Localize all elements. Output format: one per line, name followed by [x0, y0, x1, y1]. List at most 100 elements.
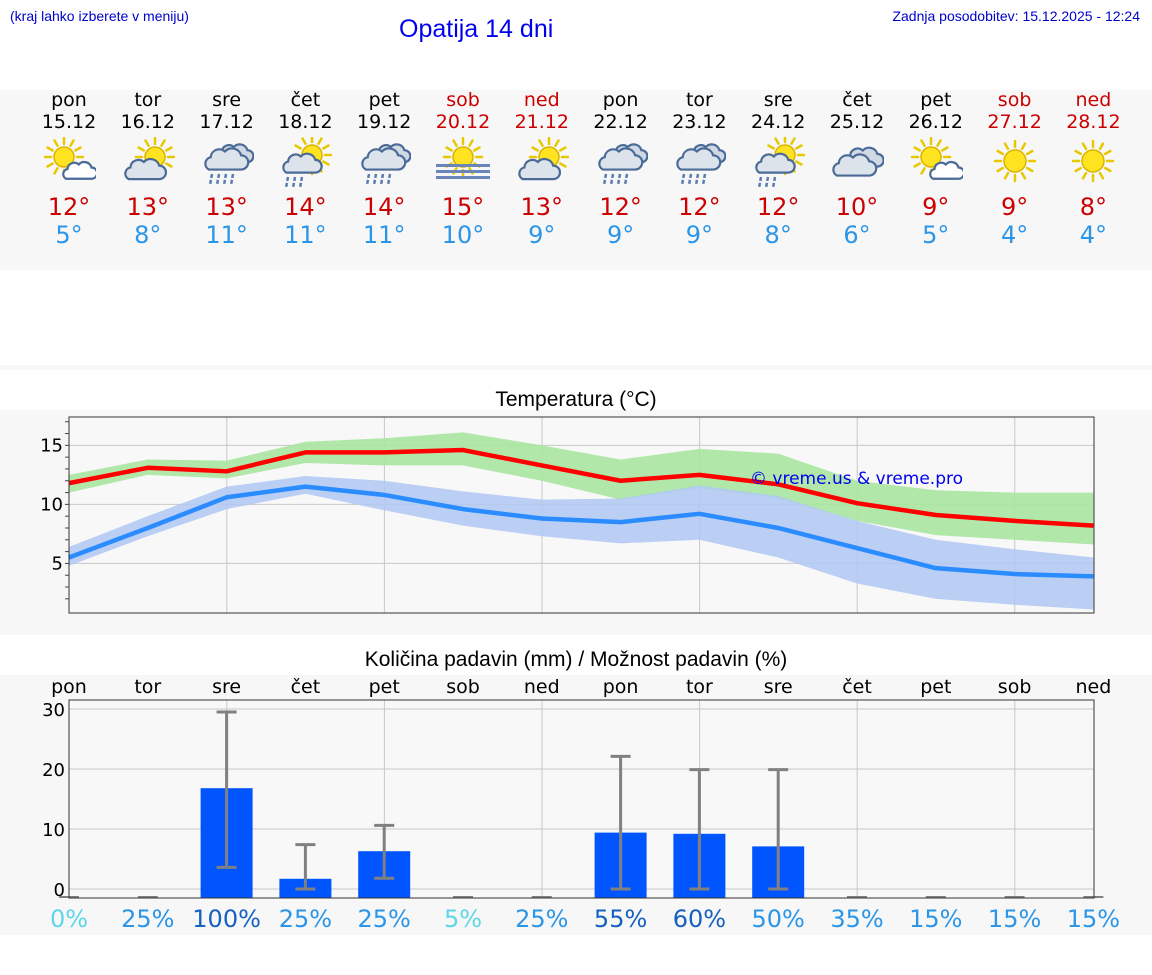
sun-cloud-icon: [43, 137, 96, 180]
precip-chance-label: 25%: [121, 905, 174, 933]
day-column: pet 26.12 9° 5°: [896, 89, 976, 249]
day-date: 26.12: [908, 111, 963, 133]
day-name: ned: [1075, 89, 1112, 111]
precip-chance-label: 25%: [358, 905, 411, 933]
precipitation-chart-title: Količina padavin (mm) / Možnost padavin …: [364, 648, 788, 671]
precip-chance-label: 25%: [279, 905, 332, 933]
precipitation-plot-border: [68, 699, 1095, 899]
precip-chance-label: 50%: [752, 905, 805, 933]
cloud-rain-icon: [676, 143, 727, 186]
y-tick-label: 0: [54, 880, 65, 901]
temp-max: 12°: [756, 193, 800, 221]
day-column: ned 21.12 13° 9°: [502, 89, 582, 249]
day-name: čet: [290, 89, 321, 111]
x-tick-label: pet: [920, 676, 951, 698]
precip-chance-label: 55%: [594, 905, 647, 933]
temp-max: 13°: [205, 193, 248, 221]
cloud-sun-icon: [124, 137, 175, 181]
temperature-plot-border: [68, 416, 1095, 614]
temp-min: 4°: [1000, 221, 1029, 249]
watermark: © vreme.us & vreme.pro: [750, 469, 963, 489]
y-tick-label: 30: [42, 700, 65, 721]
day-date: 21.12: [514, 111, 569, 133]
day-date: 24.12: [750, 111, 806, 133]
temp-max: 9°: [1000, 193, 1029, 221]
last-update: Zadnja posodobitev: 15.12.2025 - 12:24: [892, 8, 1140, 24]
min-temp-line: [68, 484, 1094, 579]
day-column: pon 22.12 12° 9°: [581, 89, 661, 249]
x-tick-label: čet: [291, 676, 321, 698]
day-date: 16.12: [120, 111, 175, 133]
precip-chance-label: 100%: [192, 905, 261, 933]
page-title: Opatija 14 dni: [399, 15, 554, 43]
day-name: pet: [368, 89, 400, 111]
y-tick-label: 10: [42, 820, 65, 841]
temp-min: 5°: [55, 221, 83, 249]
precip-chance-label: 15%: [1067, 905, 1120, 933]
temp-max: 9°: [922, 193, 950, 221]
day-date: 23.12: [672, 111, 727, 133]
x-tick-label: tor: [134, 676, 161, 698]
x-tick-label: čet: [842, 676, 872, 698]
day-name: sre: [212, 89, 242, 111]
max-temp-range-band: [69, 432, 1094, 545]
y-tick-label: 15: [40, 435, 63, 456]
day-column: pet 19.12 14° 11°: [344, 89, 424, 249]
divider: [0, 365, 1152, 370]
day-date: 27.12: [987, 111, 1042, 133]
x-tick-label: pon: [51, 676, 87, 698]
forecast-strip: [0, 90, 1152, 270]
temp-min: 5°: [922, 221, 950, 249]
sun-cloud-icon: [910, 137, 963, 180]
cloud-sun-icon: [518, 137, 569, 181]
precip-chance-label: 5%: [444, 905, 482, 933]
day-date: 19.12: [356, 111, 412, 133]
temperature-chart-title: Temperatura (°C): [495, 388, 657, 411]
sun-icon: [993, 139, 1036, 183]
day-date: 22.12: [593, 111, 648, 133]
cloud-rain-icon: [203, 143, 254, 186]
min-temp-range-band: [69, 476, 1094, 610]
x-tick-label: sob: [446, 676, 480, 698]
sun-fog-icon: [436, 137, 490, 179]
temp-min: 4°: [1079, 221, 1108, 249]
temp-min: 11°: [362, 221, 406, 249]
day-column: sob 27.12 9° 4°: [975, 89, 1055, 249]
day-date: 20.12: [435, 111, 491, 133]
precip-chance-label: 25%: [515, 905, 568, 933]
precip-chance-label: 15%: [988, 905, 1041, 933]
day-date: 28.12: [1066, 111, 1121, 133]
temp-max: 15°: [441, 193, 485, 221]
sun-cloud-rain-icon: [282, 137, 333, 189]
y-tick-label: 20: [42, 760, 65, 781]
day-column: ned 28.12 8° 4°: [1053, 89, 1133, 249]
temp-max: 12°: [47, 193, 91, 221]
precip-chance-label: 15%: [909, 905, 962, 933]
cloud-rain-icon: [361, 143, 412, 186]
day-date: 17.12: [199, 111, 254, 133]
temp-min: 11°: [205, 221, 248, 249]
temp-min: 9°: [606, 221, 635, 249]
temp-max: 12°: [678, 193, 721, 221]
day-column: sre 17.12 13° 11°: [187, 89, 267, 249]
day-column: čet 18.12 14° 11°: [265, 89, 345, 249]
temp-min: 11°: [284, 221, 327, 249]
y-tick-label: 10: [40, 494, 63, 515]
day-name: sob: [446, 89, 480, 111]
temp-max: 12°: [599, 193, 642, 221]
temp-min: 8°: [764, 221, 792, 249]
day-name: tor: [134, 89, 162, 111]
x-tick-label: ned: [524, 676, 560, 698]
x-tick-label: sre: [212, 676, 241, 698]
day-column: pon 15.12 12° 5°: [29, 89, 109, 249]
temp-max: 10°: [835, 193, 879, 221]
day-column: tor 16.12 13° 8°: [108, 89, 188, 249]
day-name: pet: [920, 89, 952, 111]
day-name: sre: [763, 89, 793, 111]
temp-max: 13°: [126, 193, 170, 221]
temp-max: 14°: [284, 193, 327, 221]
temp-min: 8°: [134, 221, 162, 249]
x-tick-label: pon: [603, 676, 639, 698]
location-note: (kraj lahko izberete v meniju): [10, 8, 189, 24]
